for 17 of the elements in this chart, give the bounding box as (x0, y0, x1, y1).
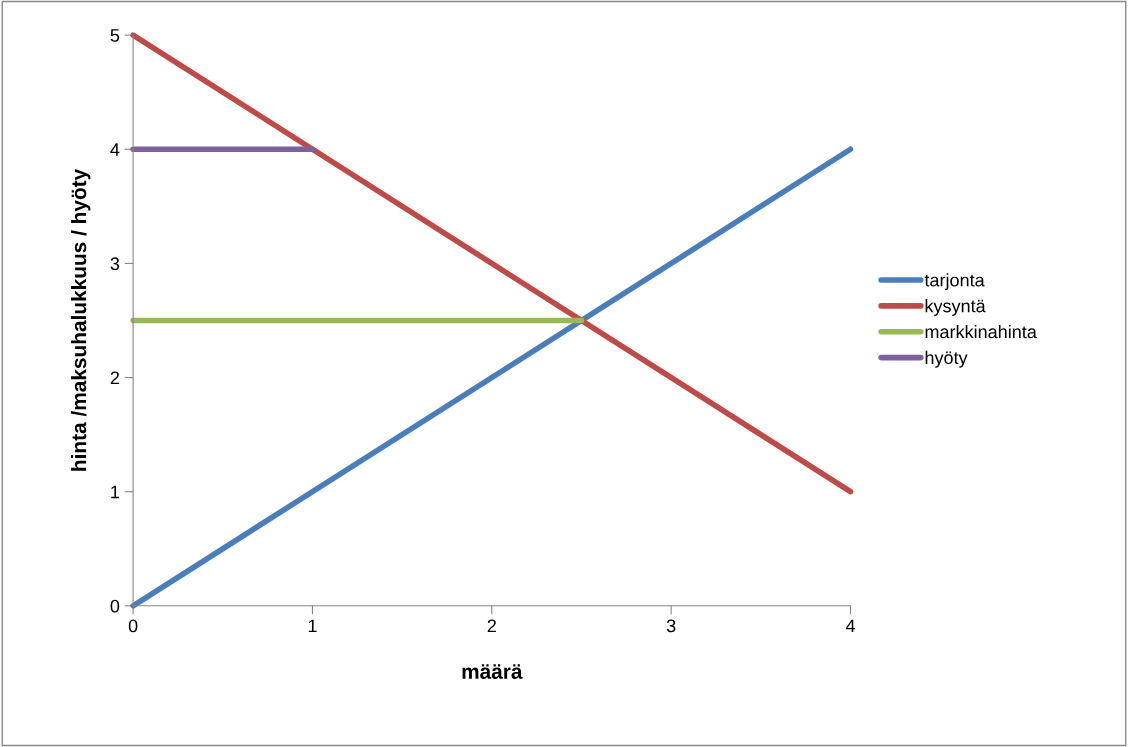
x-tick-label: 2 (487, 619, 496, 633)
legend-label: hyöty (925, 350, 968, 368)
y-tick-label: 3 (110, 257, 120, 271)
x-tick-label: 0 (128, 619, 138, 633)
legend-label: markkinahinta (925, 324, 1037, 339)
x-tick-label: 1 (308, 619, 317, 633)
x-tick-label: 4 (845, 619, 855, 633)
y-tick-label: 5 (110, 29, 120, 42)
y-axis-title: hinta /maksuhalukkuus / hyöty (71, 168, 91, 471)
legend-label: tarjonta (924, 273, 985, 291)
y-tick-label: 4 (110, 143, 120, 156)
x-axis-title: määrä (462, 664, 523, 679)
legend-label: kysyntä (925, 299, 986, 316)
x-tick-label: 3 (666, 619, 676, 633)
y-tick-label: 1 (111, 485, 120, 499)
y-tick-label: 2 (110, 371, 119, 385)
y-tick-label: 0 (110, 599, 120, 613)
